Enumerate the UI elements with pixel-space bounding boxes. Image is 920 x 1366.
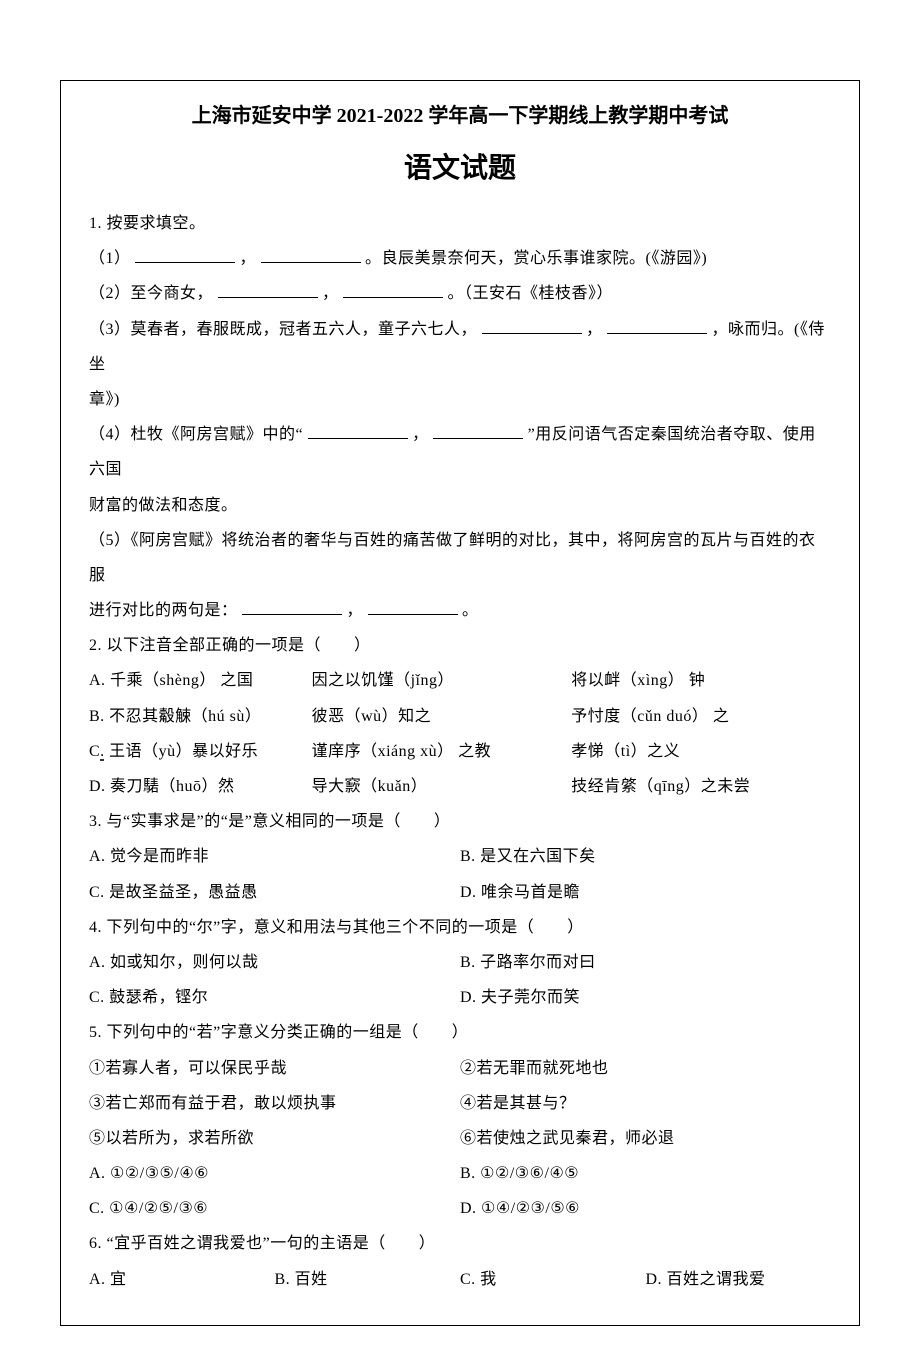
q5-row-o2: C. ①④/②⑤/③⑥ D. ①④/②③/⑤⑥ [89,1191,831,1226]
opt-b: B. ①②/③⑥/④⑤ [460,1156,831,1191]
q5-row-i3: ⑤以若所为，求若所欲 ⑥若使烛之武见秦君，师必退 [89,1121,831,1156]
opt: 予忖度（cǔn duó） 之 [571,699,831,734]
opt: 孝悌（tì）之义 [571,734,831,769]
opt-b: B. 是又在六国下矣 [460,839,831,874]
text: 王语（yù）暴以好乐 [105,743,259,760]
text: （4）杜牧《阿房宫赋》中的“ [89,426,303,443]
text: （2）至今商女， [89,285,213,302]
opt-a: A. 宜 [89,1262,275,1297]
q4-stem: 4. 下列句中的“尔”字，意义和用法与其他三个不同的一项是（ ） [89,910,831,945]
opt-d: D. 夫子莞尔而笑 [460,980,831,1015]
opt-a: A. 如或知尔，则何以哉 [89,945,460,980]
text: 。良辰美景奈何天，赏心乐事谁家院。(《游园》) [365,250,707,267]
blank [242,599,342,615]
opt-b: B. 百姓 [275,1262,461,1297]
text: ， [240,250,257,267]
q1-1: （1） ， 。良辰美景奈何天，赏心乐事谁家院。(《游园》) [89,241,831,276]
opt: 技经肯綮（qīng）之未尝 [571,769,831,804]
q3-row2: C. 是故圣益圣，愚益愚 D. 唯余马首是瞻 [89,875,831,910]
blank [218,282,318,298]
text: ， [322,285,339,302]
blank [343,282,443,298]
item: ①若寡人者，可以保民乎哉 [89,1051,460,1086]
q2-b: B. 不忍其觳觫（hú sù） 彼恶（wù）知之 予忖度（cǔn duó） 之 [89,699,831,734]
q4-row1: A. 如或知尔，则何以哉 B. 子路率尔而对曰 [89,945,831,980]
opt: 谨庠序（xiáng xù） 之教 [312,734,572,769]
opt: C. 王语（yù）暴以好乐 [89,734,312,769]
q2-a: A. 千乘（shèng） 之国 因之以饥馑（jǐng） 将以衅（xìng） 钟 [89,663,831,698]
q1-3-cont: 章》) [89,382,831,417]
text: （1） [89,250,131,267]
opt-c: C. ①④/②⑤/③⑥ [89,1191,460,1226]
q5-row-o1: A. ①②/③⑤/④⑥ B. ①②/③⑥/④⑤ [89,1156,831,1191]
opt: A. 千乘（shèng） 之国 [89,663,312,698]
opt: D. 奏刀騞（huō）然 [89,769,312,804]
opt-d: D. 百姓之谓我爱 [646,1262,832,1297]
q5-stem: 5. 下列句中的“若”字意义分类正确的一组是（ ） [89,1015,831,1050]
blank [482,318,582,334]
opt-d: D. 唯余马首是瞻 [460,875,831,910]
q5-row-i2: ③若亡郑而有益于君，敢以烦执事 ④若是其甚与？ [89,1086,831,1121]
opt: 因之以饥馑（jǐng） [312,663,572,698]
text: 。（王安石《桂枝香》） [448,285,614,302]
opt: 彼恶（wù）知之 [312,699,572,734]
opt-c: C. 我 [460,1262,646,1297]
blank [308,423,408,439]
opt-b: B. 子路率尔而对曰 [460,945,831,980]
q1-3: （3）莫春者，春服既成，冠者五六人，童子六七人， ， ，咏而归。(《侍坐 [89,312,831,382]
q5-row-i1: ①若寡人者，可以保民乎哉 ②若无罪而就死地也 [89,1051,831,1086]
text: ， [412,426,429,443]
item: ③若亡郑而有益于君，敢以烦执事 [89,1086,460,1121]
q1-4-cont: 财富的做法和态度。 [89,488,831,523]
item: ④若是其甚与？ [460,1086,831,1121]
text: ， [347,602,364,619]
q1-4: （4）杜牧《阿房宫赋》中的“ ， ”用反问语气否定秦国统治者夺取、使用六国 [89,417,831,487]
item: ②若无罪而就死地也 [460,1051,831,1086]
exam-header: 上海市延安中学 2021-2022 学年高一下学期线上教学期中考试 [89,99,831,128]
item: ⑤以若所为，求若所欲 [89,1121,460,1156]
item: ⑥若使烛之武见秦君，师必退 [460,1121,831,1156]
text: ， [586,321,603,338]
page-frame: 上海市延安中学 2021-2022 学年高一下学期线上教学期中考试 语文试题 1… [60,80,860,1326]
opt: B. 不忍其觳觫（hú sù） [89,699,312,734]
opt-c: C. 鼓瑟希，铿尔 [89,980,460,1015]
blank [261,247,361,263]
q2-c: C. 王语（yù）暴以好乐 谨庠序（xiáng xù） 之教 孝悌（tì）之义 [89,734,831,769]
text: （3）莫春者，春服既成，冠者五六人，童子六七人， [89,321,477,338]
q2-d: D. 奏刀騞（huō）然 导大窾（kuǎn） 技经肯綮（qīng）之未尝 [89,769,831,804]
q1-5-cont: 进行对比的两句是： ， 。 [89,593,831,628]
blank [135,247,235,263]
blank [368,599,458,615]
q3-row1: A. 觉今是而昨非 B. 是又在六国下矣 [89,839,831,874]
text: 。 [462,602,479,619]
opt: 将以衅（xìng） 钟 [571,663,831,698]
text: C [89,743,100,760]
opt-a: A. 觉今是而昨非 [89,839,460,874]
q1-stem: 1. 按要求填空。 [89,206,831,241]
opt: 导大窾（kuǎn） [312,769,572,804]
opt-a: A. ①②/③⑤/④⑥ [89,1156,460,1191]
blank [433,423,523,439]
exam-title: 语文试题 [89,146,831,186]
q6-stem: 6. “宜乎百姓之谓我爱也”一句的主语是（ ） [89,1226,831,1261]
q4-row2: C. 鼓瑟希，铿尔 D. 夫子莞尔而笑 [89,980,831,1015]
text: 进行对比的两句是： [89,602,238,619]
opt-d: D. ①④/②③/⑤⑥ [460,1191,831,1226]
q1-5: （5）《阿房宫赋》将统治者的奢华与百姓的痛苦做了鲜明的对比，其中，将阿房宫的瓦片… [89,523,831,593]
q3-stem: 3. 与“实事求是”的“是”意义相同的一项是（ ） [89,804,831,839]
q2-stem: 2. 以下注音全部正确的一项是（ ） [89,628,831,663]
q1-2: （2）至今商女， ， 。（王安石《桂枝香》） [89,276,831,311]
blank [607,318,707,334]
opt-c: C. 是故圣益圣，愚益愚 [89,875,460,910]
q6-opts: A. 宜 B. 百姓 C. 我 D. 百姓之谓我爱 [89,1262,831,1297]
